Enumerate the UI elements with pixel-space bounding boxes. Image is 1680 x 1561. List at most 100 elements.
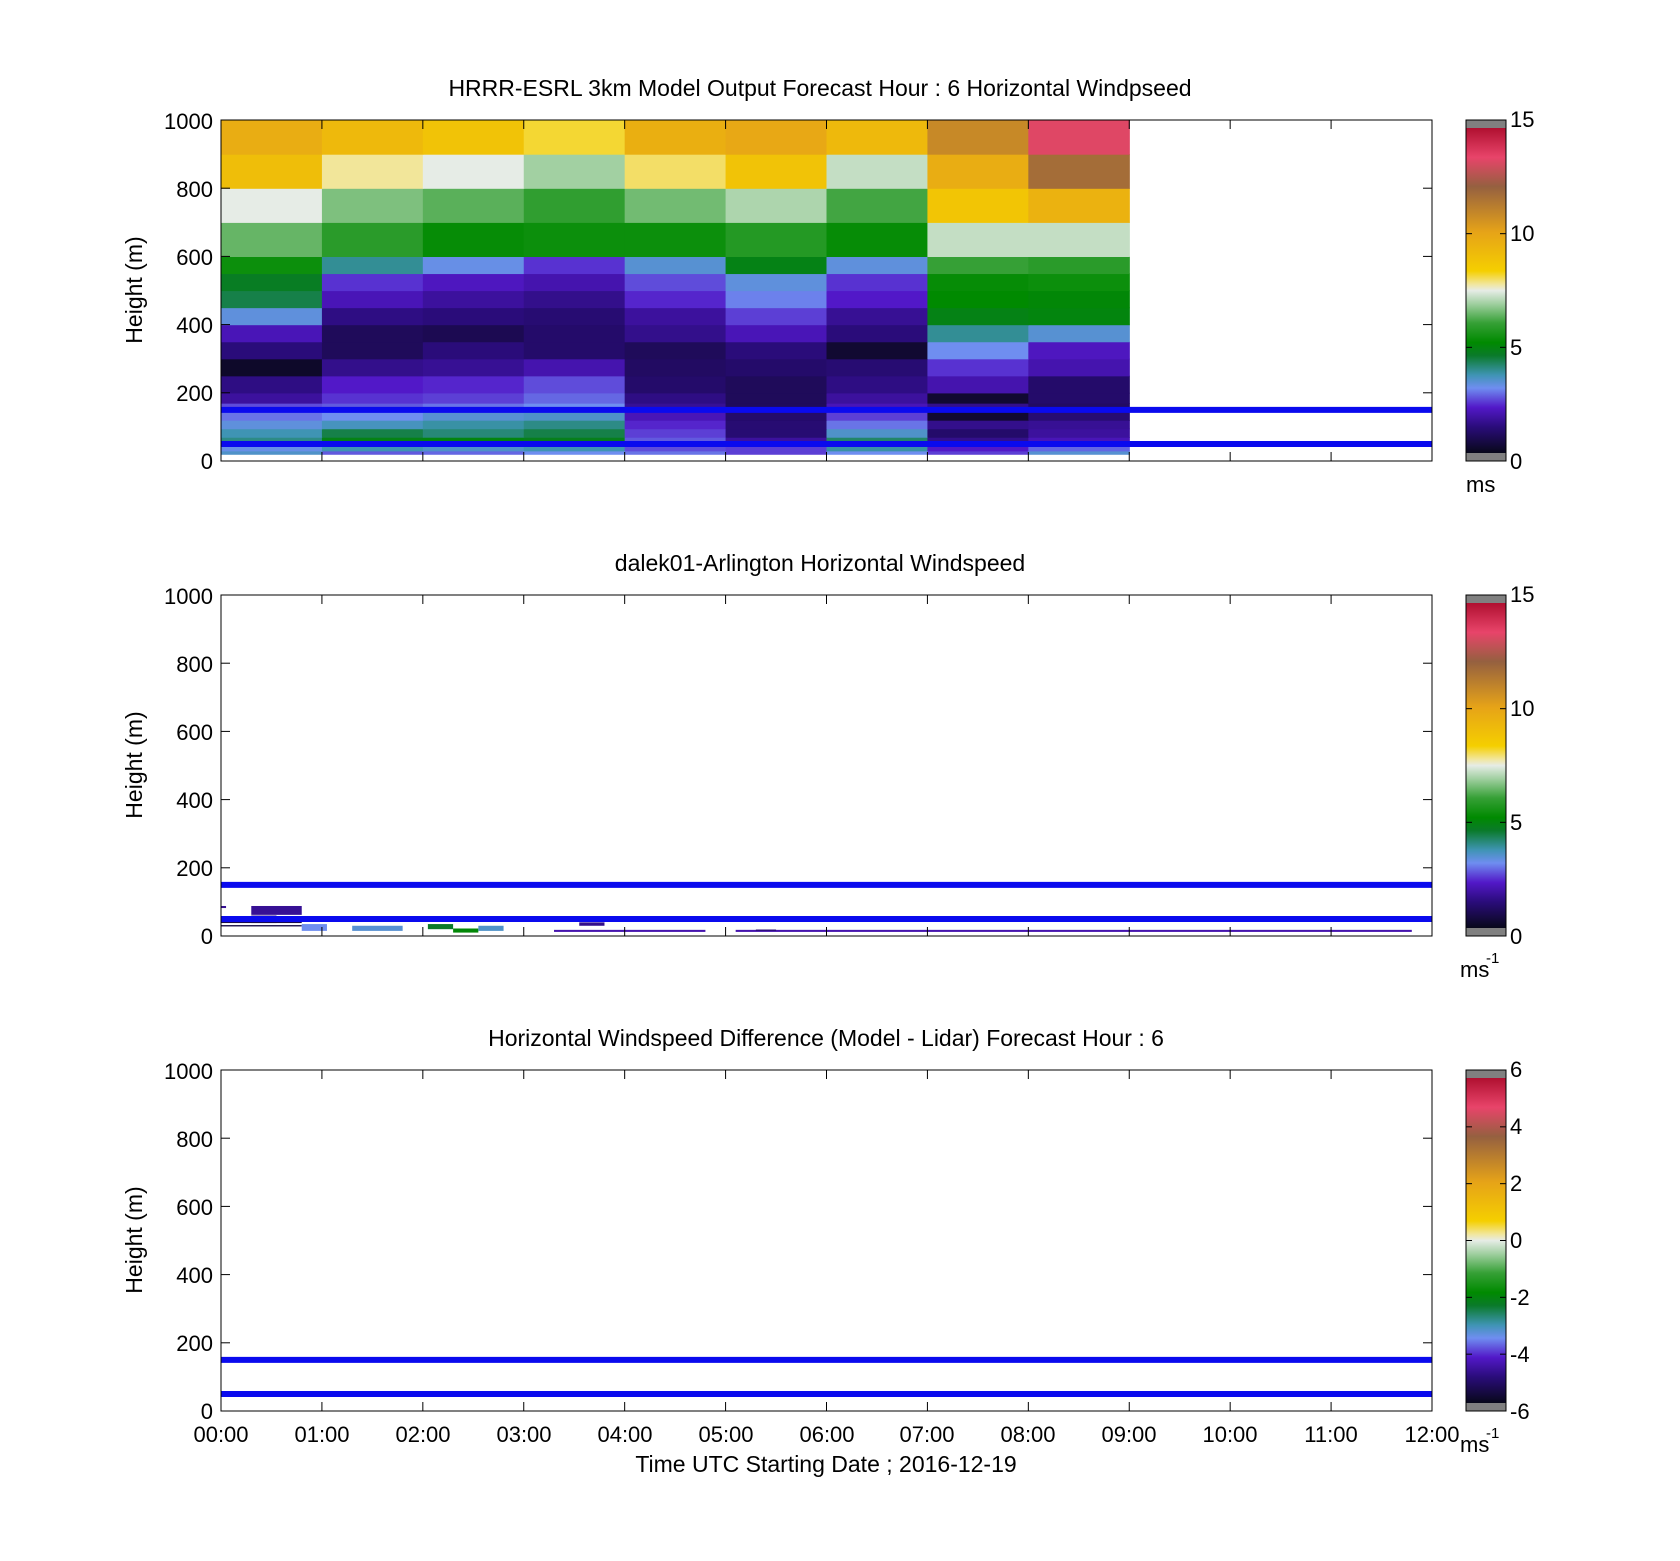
panel-model-ticks	[220, 119, 1433, 462]
heatmap-cell	[826, 222, 929, 257]
heatmap-cell	[1028, 403, 1130, 411]
colorbar-tick-label: 10	[1510, 221, 1534, 246]
heatmap-cell	[826, 120, 929, 155]
heatmap-cell	[321, 222, 424, 257]
x-tick-label: 05:00	[698, 1422, 753, 1447]
heatmap-cell	[826, 443, 929, 452]
colorbar-gray-top	[1466, 595, 1506, 603]
heatmap-cell	[725, 188, 828, 223]
heatmap-cell	[826, 409, 929, 421]
colorbar-tick-label: -6	[1510, 1399, 1530, 1424]
heatmap-cell	[1028, 222, 1130, 257]
heatmap-cell	[725, 450, 828, 455]
heatmap-cell	[221, 188, 323, 223]
heatmap-cell	[321, 428, 424, 438]
heatmap-cell	[221, 392, 323, 404]
heatmap-cell	[422, 375, 525, 394]
heatmap-patch	[251, 905, 302, 915]
heatmap-cell	[624, 324, 727, 343]
heatmap-cell	[725, 392, 828, 404]
heatmap-cell	[321, 443, 424, 452]
heatmap-cell	[221, 154, 323, 189]
heatmap-cell	[927, 188, 1029, 223]
heatmap-cell	[1028, 428, 1130, 438]
heatmap-cell	[624, 358, 727, 377]
heatmap-cell	[422, 403, 525, 411]
heatmap-cell	[725, 409, 828, 421]
heatmap-cell	[826, 358, 929, 377]
heatmap-cell	[422, 324, 525, 343]
heatmap-cell	[321, 375, 424, 394]
heatmap-cell	[221, 450, 323, 455]
heatmap-cell	[221, 443, 323, 452]
heatmap-cell	[221, 341, 323, 360]
y-tick-label: 600	[176, 720, 213, 745]
heatmap-cell	[927, 290, 1029, 309]
heatmap-cell	[321, 358, 424, 377]
heatmap-cell	[624, 437, 727, 445]
heatmap-cell	[523, 375, 626, 394]
colorbar-tick-label: 15	[1510, 582, 1534, 607]
heatmap-patch	[735, 929, 1412, 932]
heatmap-cell	[523, 324, 626, 343]
heatmap-cell	[725, 403, 828, 411]
heatmap-patch	[301, 924, 327, 931]
heatmap-cell	[826, 307, 929, 326]
y-tick-label: 800	[176, 652, 213, 677]
heatmap-cell	[725, 437, 828, 445]
heatmap-cell	[321, 324, 424, 343]
x-axis-label: Time UTC Starting Date ; 2016-12-19	[635, 1451, 1016, 1477]
heatmap-cell	[624, 392, 727, 404]
heatmap-cell	[725, 375, 828, 394]
colorbar-gray-top	[1466, 1070, 1506, 1078]
heatmap-cell	[725, 307, 828, 326]
panel-difference-reference-lines	[221, 1356, 1432, 1397]
panel-model-title: HRRR-ESRL 3km Model Output Forecast Hour…	[448, 75, 1191, 101]
panel-lidar-reference-lines	[221, 881, 1432, 922]
x-tick-label: 03:00	[496, 1422, 551, 1447]
x-tick-label: 02:00	[395, 1422, 450, 1447]
heatmap-cell	[1028, 409, 1130, 421]
panel-lidar-y-tick-labels: 0 200 400 600 800 1000	[164, 584, 213, 949]
heatmap-patch	[579, 922, 605, 926]
colorbar-tick-label: 2	[1510, 1171, 1522, 1196]
heatmap-cell	[1028, 392, 1130, 404]
heatmap-cell	[624, 290, 727, 309]
heatmap-cell	[826, 188, 929, 223]
heatmap-cell	[523, 403, 626, 411]
heatmap-cell	[1028, 450, 1130, 455]
heatmap-cell	[624, 403, 727, 411]
heatmap-cell	[725, 256, 828, 275]
heatmap-cell	[523, 256, 626, 275]
heatmap-cell	[725, 420, 828, 430]
colorbar-tick-label: 4	[1510, 1114, 1522, 1139]
heatmap-cell	[321, 392, 424, 404]
heatmap-cell	[321, 188, 424, 223]
heatmap-cell	[1028, 307, 1130, 326]
heatmap-cell	[927, 307, 1029, 326]
heatmap-cell	[422, 443, 525, 452]
heatmap-cell	[221, 358, 323, 377]
heatmap-cell	[624, 154, 727, 189]
heatmap-cell	[1028, 273, 1130, 292]
heatmap-cell	[523, 307, 626, 326]
heatmap-cell	[1028, 437, 1130, 445]
y-tick-label: 200	[176, 381, 213, 406]
heatmap-cell	[927, 450, 1029, 455]
heatmap-cell	[221, 273, 323, 292]
heatmap-cell	[725, 341, 828, 360]
heatmap-cell	[927, 443, 1029, 452]
heatmap-cell	[826, 420, 929, 430]
y-tick-label: 400	[176, 313, 213, 338]
heatmap-cell	[1028, 154, 1130, 189]
heatmap-cell	[624, 420, 727, 430]
colorbar-tick-label: 0	[1510, 924, 1522, 949]
colorbar-tick-label: -4	[1510, 1342, 1530, 1367]
x-tick-label: 11:00	[1304, 1422, 1357, 1447]
heatmap-cell	[927, 420, 1029, 430]
heatmap-cell	[321, 154, 424, 189]
heatmap-cell	[523, 358, 626, 377]
heatmap-cell	[826, 392, 929, 404]
y-tick-label: 600	[176, 245, 213, 270]
